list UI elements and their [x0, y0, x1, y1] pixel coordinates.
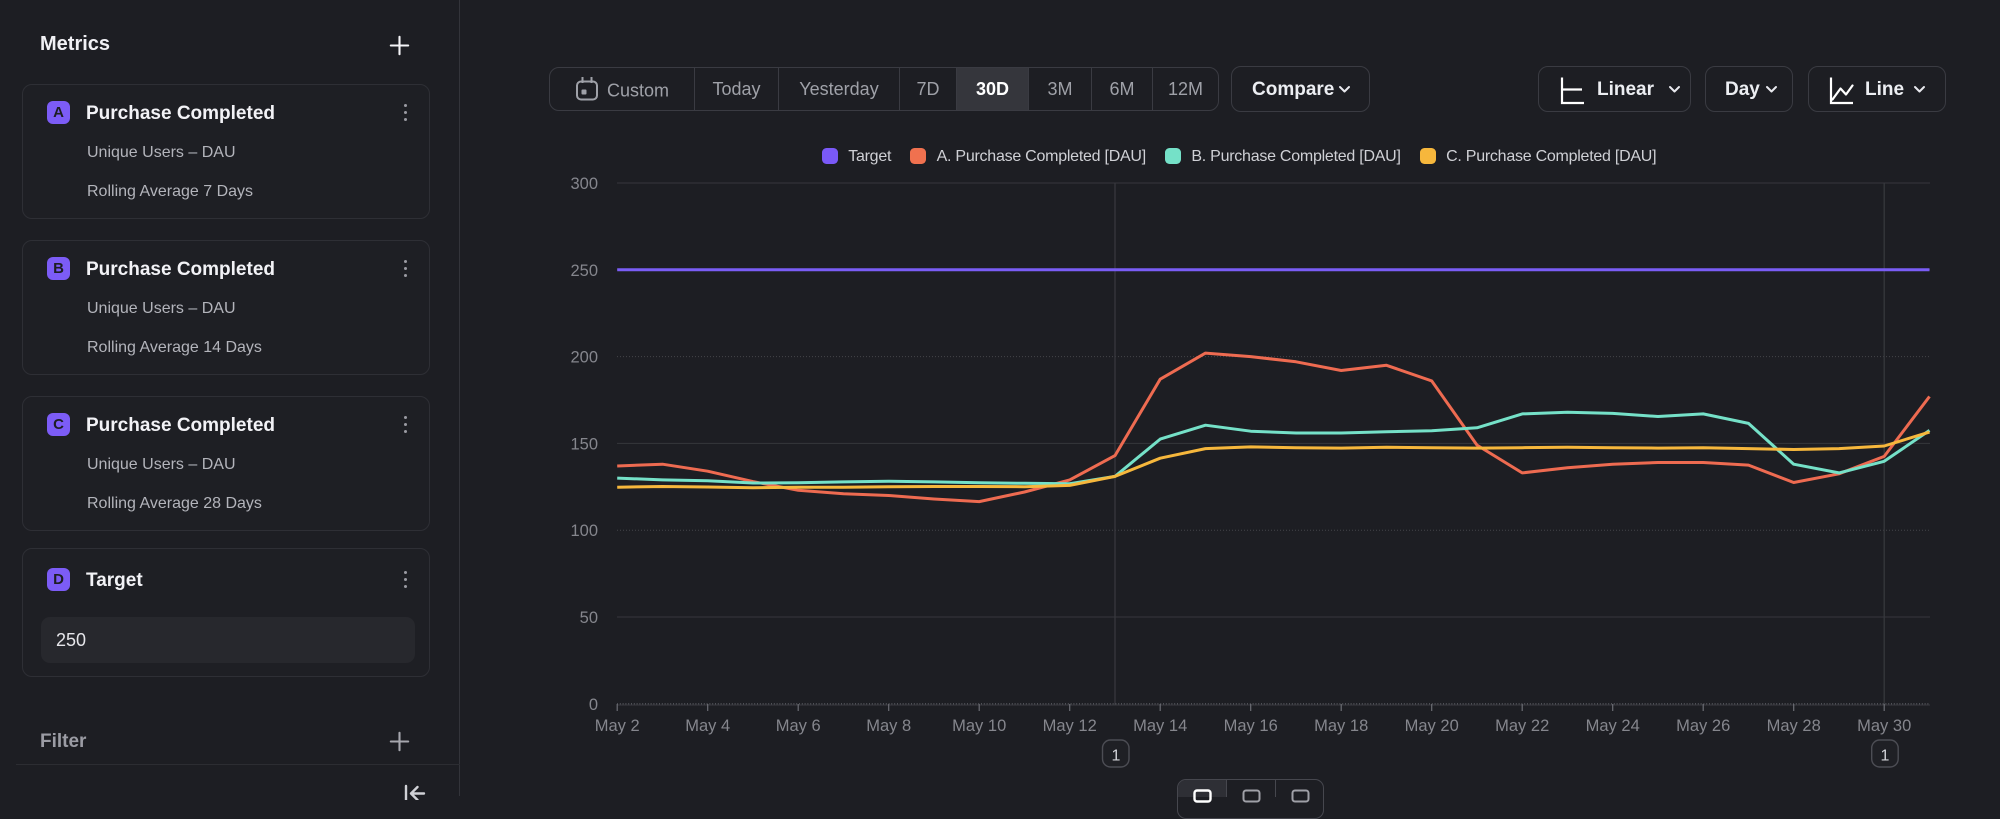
- svg-text:0: 0: [589, 696, 598, 714]
- svg-text:May 26: May 26: [1676, 717, 1730, 735]
- svg-text:150: 150: [570, 435, 598, 453]
- svg-text:May 6: May 6: [776, 717, 821, 735]
- svg-text:1: 1: [1881, 748, 1890, 765]
- svg-text:50: 50: [580, 609, 598, 627]
- svg-text:May 10: May 10: [952, 717, 1006, 735]
- svg-text:1: 1: [1112, 748, 1121, 765]
- svg-text:May 16: May 16: [1224, 717, 1278, 735]
- svg-text:100: 100: [570, 522, 598, 540]
- svg-text:May 4: May 4: [685, 717, 730, 735]
- svg-text:May 20: May 20: [1405, 717, 1459, 735]
- svg-text:May 22: May 22: [1495, 717, 1549, 735]
- svg-text:May 2: May 2: [595, 717, 640, 735]
- svg-text:May 18: May 18: [1314, 717, 1368, 735]
- svg-text:May 30: May 30: [1857, 717, 1911, 735]
- svg-text:May 12: May 12: [1043, 717, 1097, 735]
- svg-text:May 14: May 14: [1133, 717, 1187, 735]
- svg-text:200: 200: [570, 349, 598, 367]
- svg-text:300: 300: [570, 175, 598, 193]
- svg-text:May 24: May 24: [1586, 717, 1640, 735]
- svg-text:250: 250: [570, 262, 598, 280]
- svg-text:May 28: May 28: [1767, 717, 1821, 735]
- svg-text:May 8: May 8: [866, 717, 911, 735]
